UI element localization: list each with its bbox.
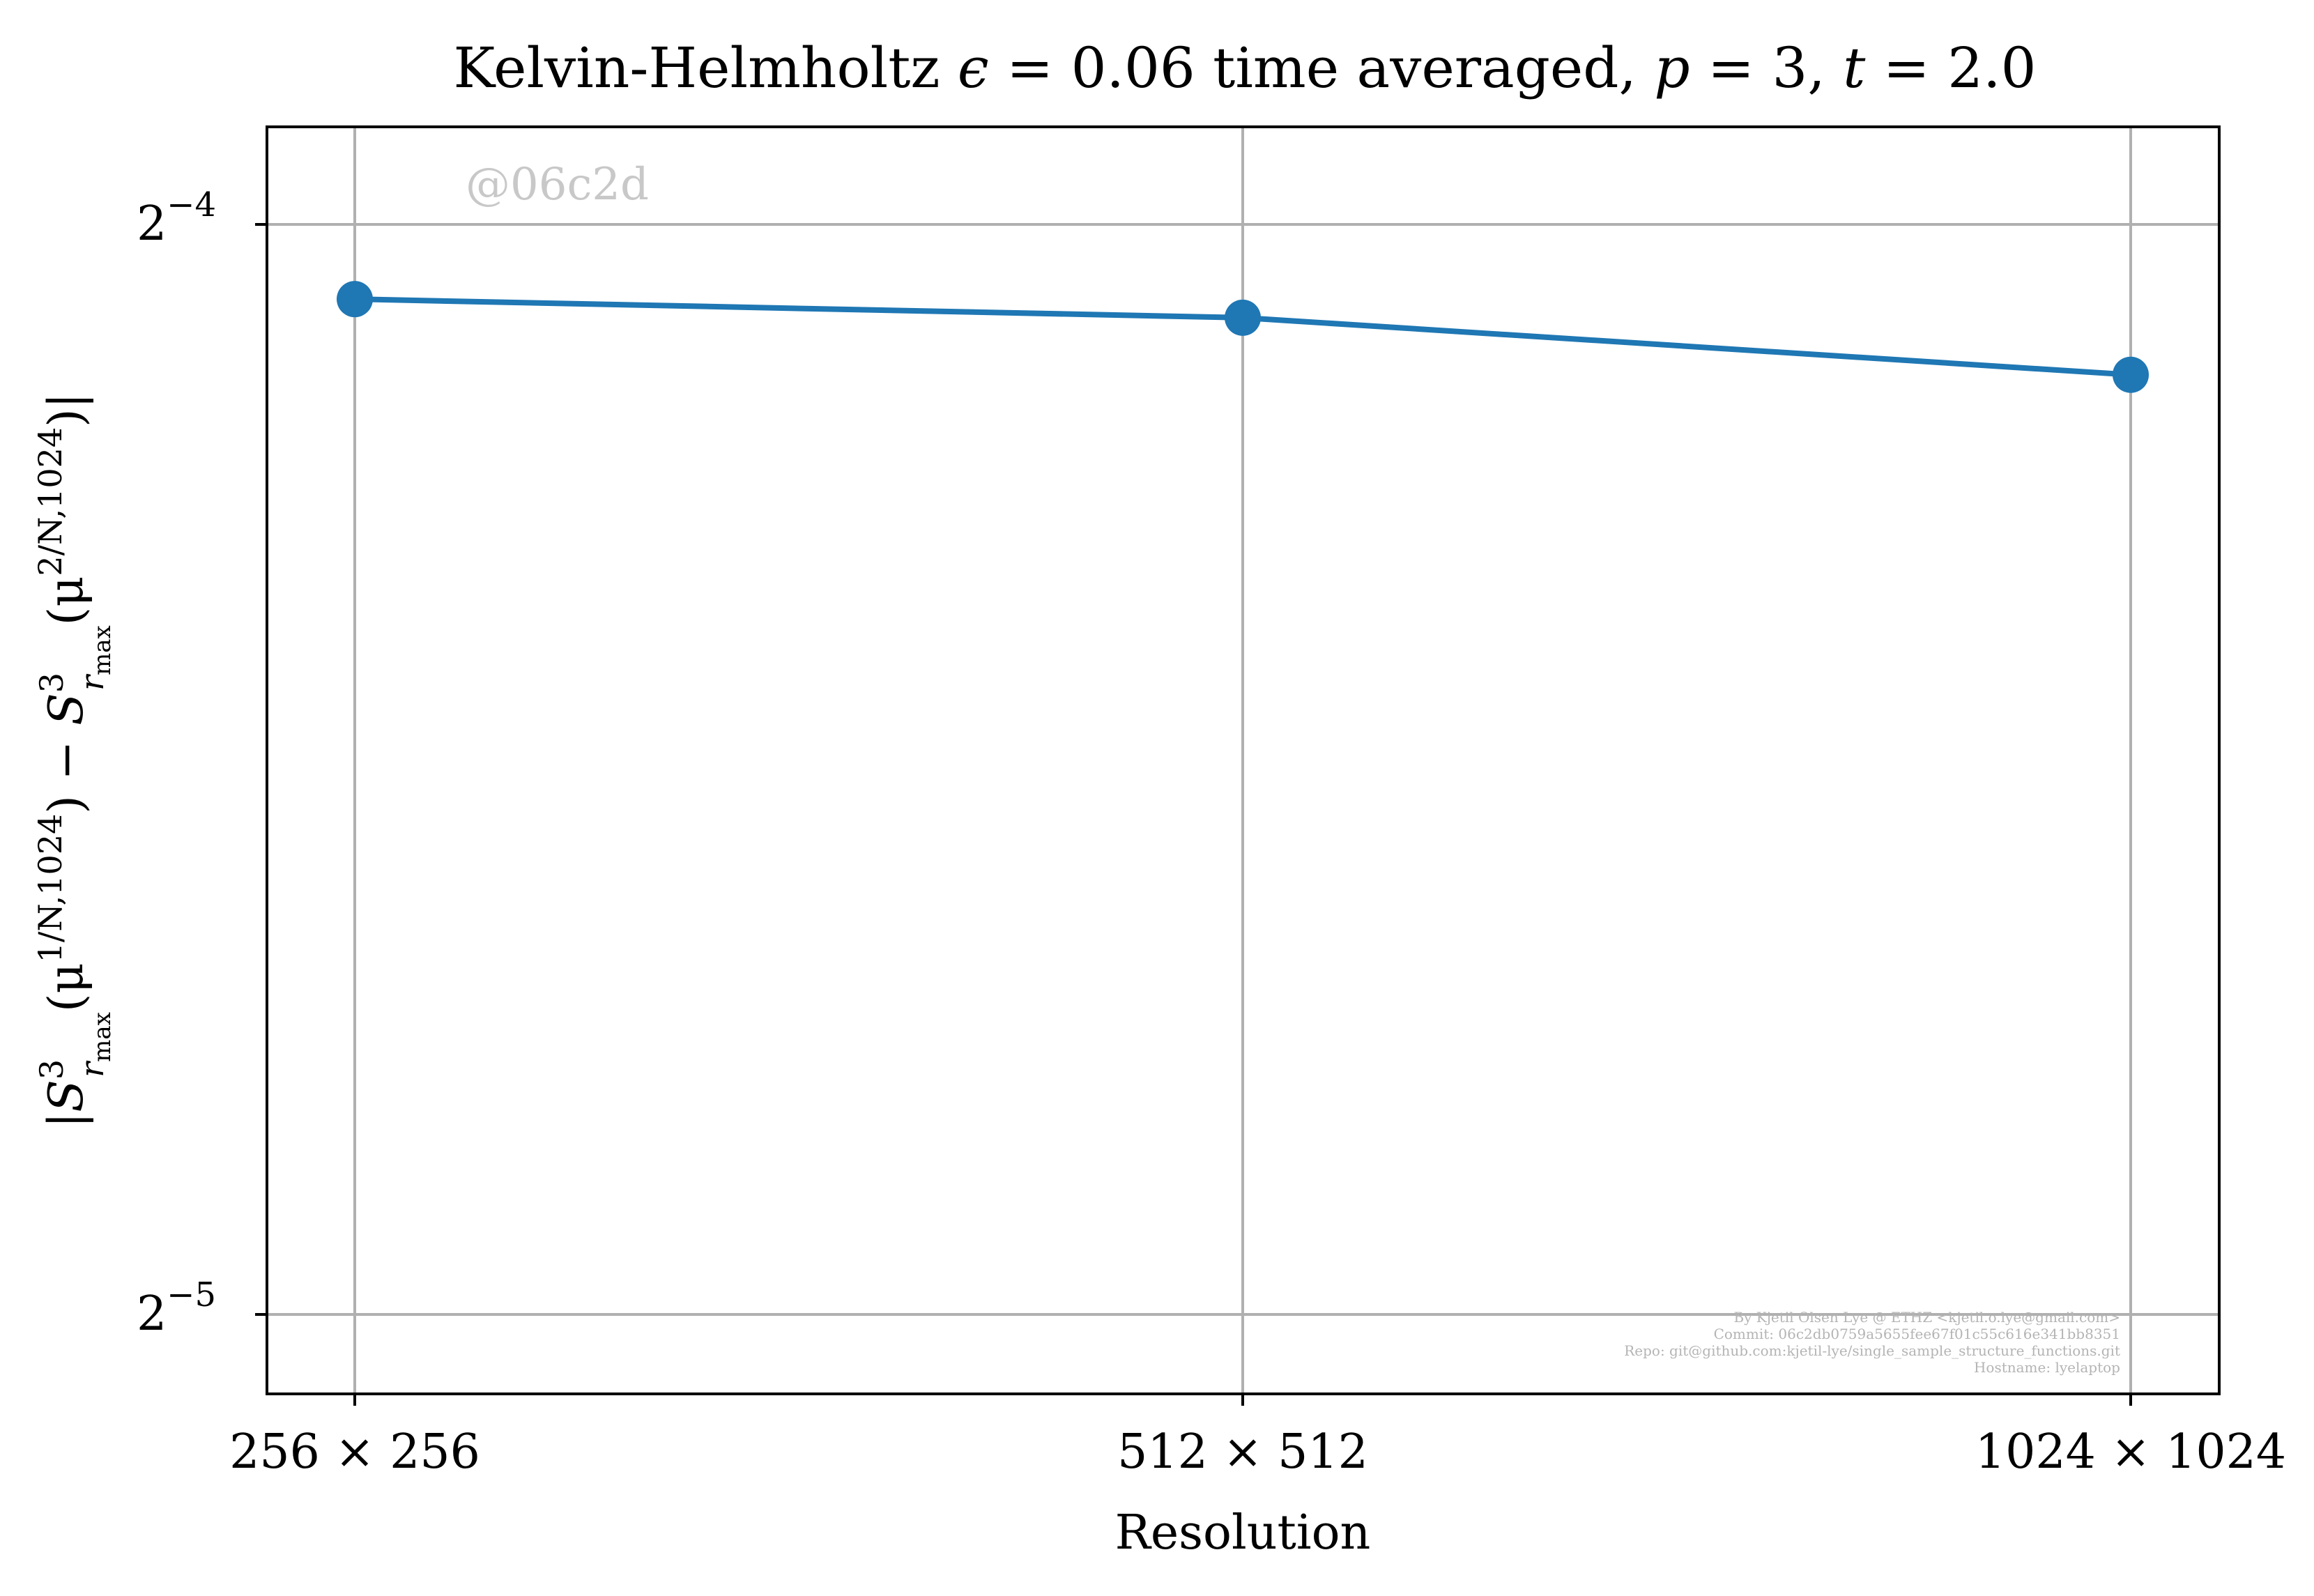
- data-point: [2113, 356, 2149, 393]
- data-point: [337, 281, 373, 318]
- footer-line: By Kjetil Olsen Lye @ ETHZ <kjetil.o.lye…: [1733, 1309, 2120, 1326]
- footer-line: Repo: git@github.com:kjetil-lye/single_s…: [1624, 1342, 2120, 1359]
- chart-title: Kelvin-Helmholtz ϵ = 0.06 time averaged,…: [453, 36, 2036, 100]
- x-axis-label: Resolution: [1115, 1505, 1371, 1560]
- watermark-text: @06c2d: [466, 159, 649, 210]
- footer-credits: By Kjetil Olsen Lye @ ETHZ <kjetil.o.lye…: [1624, 1309, 2120, 1376]
- footer-line: Commit: 06c2db0759a5655fee67f01c55c616e3…: [1714, 1326, 2120, 1342]
- data-point: [1225, 299, 1261, 336]
- y-tick-label: 2−5: [137, 1275, 216, 1342]
- grid-lines: [267, 127, 2219, 1394]
- footer-line: Hostname: lyelaptop: [1974, 1359, 2120, 1376]
- axis-ticks: 256 × 256 512 × 512 1024 × 1024 2−4 2−5: [137, 185, 2286, 1480]
- data-series: [337, 281, 2149, 393]
- x-tick-label: 512 × 512: [1117, 1425, 1368, 1480]
- x-tick-label: 1024 × 1024: [1975, 1425, 2286, 1480]
- y-axis-label: |S3rmax(μ1/N,1024) − S3rmax(μ2/N,1024)|: [31, 392, 116, 1128]
- x-tick-label: 256 × 256: [229, 1425, 480, 1480]
- y-tick-label: 2−4: [137, 185, 216, 252]
